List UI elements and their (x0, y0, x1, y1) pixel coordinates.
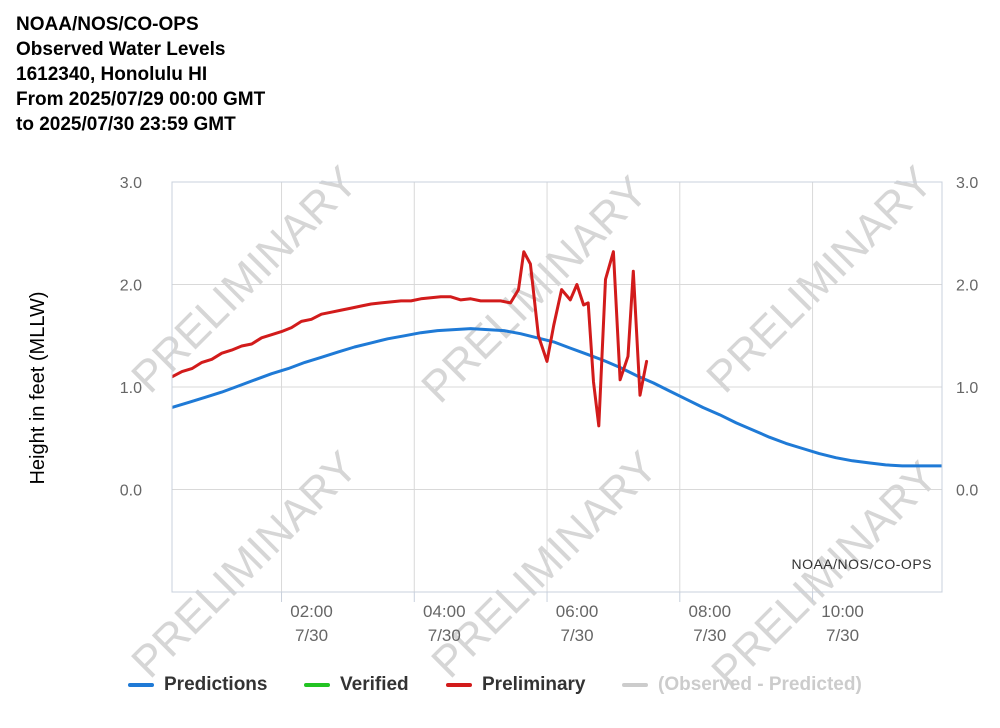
y-axis-label: Height in feet (MLLW) (27, 291, 49, 484)
legend-item-preliminary[interactable]: Preliminary (446, 670, 586, 700)
watermark-text: PRELIMINARY (702, 452, 947, 697)
x-tick-label-date: 7/30 (693, 626, 726, 645)
legend-item-observed-minus-predicted[interactable]: (Observed - Predicted) (622, 670, 862, 700)
x-tick-label-time: 10:00 (821, 602, 864, 621)
title-line-agency: NOAA/NOS/CO-OPS (16, 14, 199, 35)
predictions-line (172, 327, 942, 468)
watermark-text: PRELIMINARY (122, 442, 367, 687)
x-tick-label-date: 7/30 (428, 626, 461, 645)
x-tick-label-time: 04:00 (423, 602, 466, 621)
watermark-text: PRELIMINARY (122, 157, 367, 402)
series-layer (172, 250, 942, 468)
legend-swatch-verified (304, 683, 330, 687)
title-line-station: 1612340, Honolulu HI (16, 64, 208, 85)
legend-label-preliminary: Preliminary (482, 674, 586, 695)
y-tick-label-right: 3.0 (956, 175, 978, 192)
y-tick-label-left: 1.0 (120, 380, 142, 397)
legend-swatch-preliminary (446, 683, 472, 687)
watermark-text: PRELIMINARY (422, 442, 667, 687)
legend-label-verified: Verified (340, 674, 409, 695)
preliminary-line (172, 250, 649, 428)
y-tick-label-right: 0.0 (956, 483, 978, 500)
axis-layer: 3.0 3.0 2.0 2.0 1.0 1.0 0.0 0.0 02:00 7/30 04:00 7/… (120, 175, 979, 645)
x-tick-label-date: 7/30 (560, 626, 593, 645)
chart-title-block: NOAA/NOS/CO-OPS Observed Water Levels 16… (16, 12, 616, 137)
x-tick-label-date: 7/30 (826, 626, 859, 645)
title-line-to: to 2025/07/30 23:59 GMT (16, 114, 236, 135)
x-tick-label-date: 7/30 (295, 626, 328, 645)
legend-swatch-observed-minus-predicted (622, 683, 648, 687)
title-line-from: From 2025/07/29 00:00 GMT (16, 89, 266, 110)
title-line-product: Observed Water Levels (16, 39, 226, 60)
x-tick-label-time: 08:00 (689, 602, 732, 621)
legend-swatch-predictions (128, 683, 154, 687)
legend-label-predictions: Predictions (164, 674, 268, 695)
y-tick-label-right: 1.0 (956, 380, 978, 397)
y-tick-label-left: 0.0 (120, 483, 142, 500)
x-tick-label-time: 02:00 (290, 602, 333, 621)
y-tick-label-left: 2.0 (120, 278, 142, 295)
legend: Predictions Verified Preliminary (Observ… (0, 670, 1000, 700)
y-tick-label-left: 3.0 (120, 175, 142, 192)
legend-item-predictions[interactable]: Predictions (128, 670, 267, 700)
legend-label-observed-minus-predicted: (Observed - Predicted) (658, 674, 862, 695)
plot-border (171, 181, 943, 593)
legend-item-verified[interactable]: Verified (304, 670, 409, 700)
watermark-text: PRELIMINARY (697, 157, 942, 402)
credit-label: NOAA/NOS/CO-OPS (791, 556, 932, 572)
y-tick-label-right: 2.0 (956, 278, 978, 295)
x-tick-label-time: 06:00 (556, 602, 599, 621)
